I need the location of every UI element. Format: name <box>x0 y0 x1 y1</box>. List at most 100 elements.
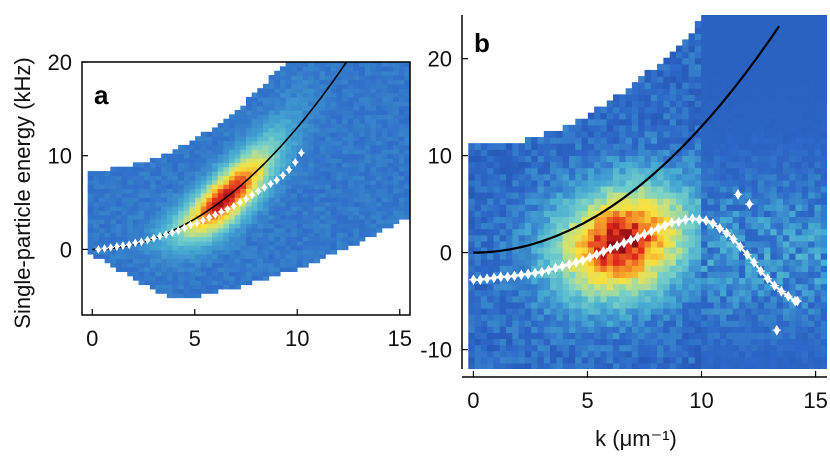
heatmap-cell <box>487 326 495 333</box>
heatmap-cell <box>682 69 690 77</box>
heatmap-cell <box>229 123 236 129</box>
heatmap-cell <box>330 136 338 142</box>
heatmap-cell <box>319 75 326 81</box>
heatmap-cell <box>675 271 683 279</box>
heatmap-cell <box>166 275 174 281</box>
heatmap-cell <box>98 236 106 242</box>
heatmap-cell <box>268 118 275 124</box>
heatmap-cell <box>770 45 778 53</box>
heatmap-cell <box>313 232 321 238</box>
heatmap-cell <box>138 166 145 172</box>
heatmap-cell <box>393 70 400 76</box>
heatmap-cell <box>587 265 595 272</box>
heatmap-cell <box>644 222 652 230</box>
heatmap-cell <box>499 222 507 230</box>
heatmap-cell <box>776 320 784 327</box>
data-point <box>585 252 594 263</box>
heatmap-cell <box>313 197 321 203</box>
heatmap-cell <box>262 210 270 216</box>
heatmap-cell <box>587 228 595 236</box>
heatmap-cell <box>745 57 753 65</box>
heatmap-cell <box>132 275 140 281</box>
heatmap-cell <box>631 137 639 144</box>
heatmap-cell <box>121 184 128 190</box>
heatmap-cell <box>212 258 219 264</box>
heatmap-cell <box>707 314 715 321</box>
heatmap-cell <box>770 204 778 211</box>
heatmap-cell <box>493 161 501 169</box>
heatmap-cell <box>251 105 258 111</box>
heatmap-cell <box>512 155 520 163</box>
data-point <box>756 265 766 277</box>
heatmap-cell <box>229 136 236 142</box>
data-point <box>530 267 540 279</box>
heatmap-cell <box>319 70 326 76</box>
heatmap-cell <box>745 265 753 272</box>
heatmap-cell <box>262 114 270 120</box>
heatmap-cell <box>707 124 715 132</box>
heatmap-cell <box>732 350 740 358</box>
heatmap-cell <box>223 253 230 259</box>
heatmap-cell <box>707 198 715 205</box>
heatmap-cell <box>342 101 349 107</box>
heatmap-cell <box>370 88 377 94</box>
heatmap-cell <box>562 240 570 248</box>
heatmap-cell <box>801 222 809 230</box>
heatmap-cell <box>506 344 513 352</box>
heatmap-cell <box>268 127 275 133</box>
heatmap-cell <box>550 295 557 303</box>
heatmap-cell <box>212 197 219 203</box>
heatmap-cell <box>487 362 495 369</box>
heatmap-cell <box>757 185 765 193</box>
heatmap-cell <box>376 136 383 142</box>
heatmap-cell <box>543 155 551 163</box>
heatmap-cell <box>720 161 727 169</box>
heatmap-cell <box>370 166 377 172</box>
heatmap-cell <box>814 21 822 28</box>
heatmap-cell <box>296 70 304 76</box>
heatmap-cell <box>789 350 797 358</box>
heatmap-cell <box>499 362 507 369</box>
heatmap-cell <box>268 192 275 198</box>
heatmap-cell <box>212 166 219 172</box>
heatmap-cell <box>480 295 488 303</box>
heatmap-cell <box>556 130 564 138</box>
heatmap-cell <box>732 265 740 272</box>
heatmap-cell <box>104 184 111 190</box>
heatmap-cell <box>144 245 151 251</box>
heatmap-cell <box>701 332 709 340</box>
heatmap-cell <box>149 192 157 198</box>
heatmap-cell <box>178 262 185 268</box>
heatmap-cell <box>138 162 145 168</box>
heatmap-cell <box>675 320 683 327</box>
heatmap-cell <box>562 143 570 150</box>
heatmap-cell <box>262 205 270 211</box>
heatmap-cell <box>121 262 128 268</box>
heatmap-cell <box>404 201 410 207</box>
heatmap-cell <box>543 167 551 175</box>
heatmap-cell <box>801 192 809 199</box>
heatmap-cell <box>726 246 734 254</box>
heatmap-cell <box>132 223 140 229</box>
heatmap-cell <box>302 70 309 76</box>
heatmap-cell <box>285 109 292 115</box>
heatmap-cell <box>663 100 671 108</box>
heatmap-cell <box>675 350 683 358</box>
heatmap-cell <box>782 307 790 315</box>
heatmap-cell <box>302 253 309 259</box>
heatmap-cell <box>757 100 765 108</box>
heatmap-cell <box>302 127 309 133</box>
heatmap-cell <box>631 143 639 150</box>
heatmap-cell <box>506 210 513 218</box>
heatmap-cell <box>682 314 690 321</box>
heatmap-cell <box>474 216 482 224</box>
heatmap-cell <box>234 149 241 155</box>
heatmap-cell <box>398 96 405 102</box>
heatmap-cell <box>575 271 583 279</box>
heatmap-cell <box>487 210 495 218</box>
heatmap-cell <box>543 350 551 358</box>
heatmap-cell <box>474 350 482 358</box>
heatmap-cell <box>308 205 315 211</box>
heatmap-cell <box>251 219 258 224</box>
heatmap-cell <box>707 326 715 333</box>
